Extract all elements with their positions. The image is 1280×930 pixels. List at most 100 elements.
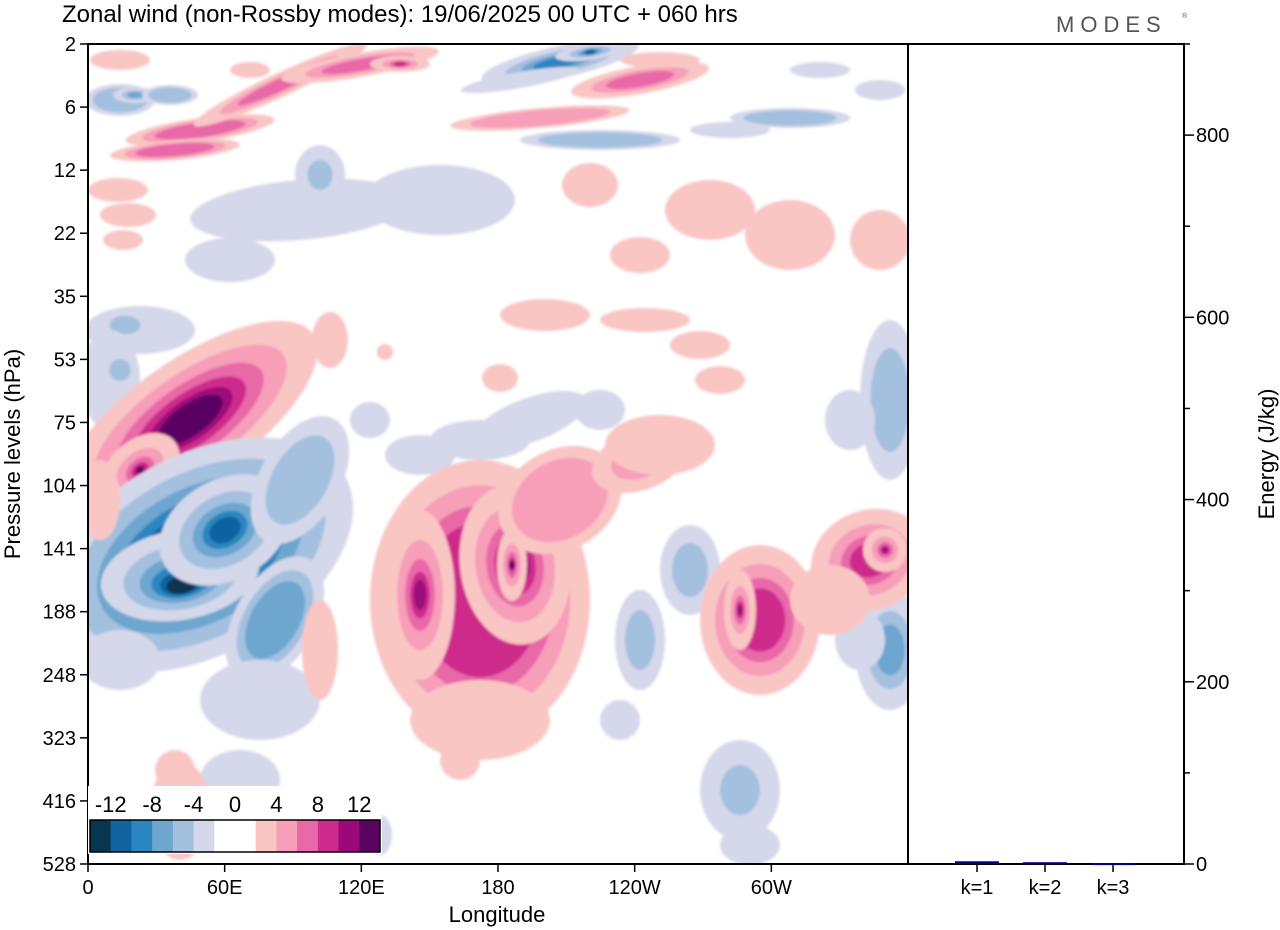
- chart-title: Zonal wind (non-Rossby modes): 19/06/202…: [62, 1, 738, 28]
- positive-wind-contour: [155, 750, 195, 790]
- colorbar-swatch: [172, 820, 194, 852]
- colorbar-label: -4: [184, 792, 204, 817]
- colorbar-swatch: [193, 820, 215, 852]
- negative-wind-contour: [460, 66, 580, 94]
- negative-wind-contour: [625, 610, 655, 670]
- energy-tick-label: 600: [1196, 307, 1229, 329]
- negative-wind-contour: [190, 178, 410, 242]
- positive-wind-contour: [620, 52, 700, 68]
- negative-wind-contour: [720, 825, 780, 864]
- energy-bar: [955, 861, 999, 864]
- positive-wind-contour: [88, 178, 148, 202]
- positive-wind-contour: [377, 344, 393, 360]
- colorbar-swatch: [276, 820, 298, 852]
- negative-wind-contour: [307, 160, 333, 190]
- negative-wind-contour: [600, 700, 640, 740]
- positive-wind-contour: [157, 394, 223, 446]
- positive-wind-contour: [230, 62, 270, 78]
- positive-wind-contour: [882, 547, 888, 553]
- positive-wind-contour: [509, 562, 515, 568]
- energy-panel: 0 200 400 600 800 k=1 k=2 k=3 Energy (J/kg): [907, 43, 1279, 899]
- colorbar-label: -12: [95, 792, 127, 817]
- negative-wind-contour: [870, 348, 908, 452]
- energy-category-label: k=1: [961, 877, 994, 899]
- positive-wind-contour: [100, 203, 156, 227]
- positive-wind-contour: [600, 308, 690, 332]
- positive-wind-contour: [470, 108, 610, 128]
- colorbar-swatch: [152, 820, 174, 852]
- positive-wind-contour: [670, 331, 730, 359]
- positive-wind-contour: [605, 415, 715, 475]
- negative-wind-contour: [127, 92, 143, 98]
- y-tick-label: 248: [43, 665, 76, 687]
- colorbar-label: 0: [229, 792, 241, 817]
- positive-wind-contour: [850, 210, 908, 270]
- x-axis-label: Longitude: [449, 902, 546, 927]
- colorbar-label: 12: [347, 792, 371, 817]
- energy-bars: k=1 k=2 k=3: [955, 861, 1135, 899]
- energy-category-label: k=3: [1097, 877, 1130, 899]
- energy-tick-label: 400: [1196, 490, 1229, 512]
- y-tick-label: 12: [54, 160, 76, 182]
- positive-wind-contour: [410, 680, 550, 760]
- y-tick-label: 2: [65, 34, 76, 56]
- negative-wind-contour: [690, 122, 770, 138]
- positive-wind-contour: [482, 364, 518, 392]
- y-tick-label: 104: [43, 476, 76, 498]
- colorbar-swatch: [297, 820, 319, 852]
- positive-wind-contour: [135, 143, 215, 157]
- x-tick-label: 60W: [751, 877, 792, 899]
- positive-wind-contour: [440, 740, 480, 780]
- negative-wind-contour: [200, 660, 320, 740]
- energy-axis: 0 200 400 600 800: [1184, 43, 1229, 876]
- colorbar-swatch: [131, 820, 153, 852]
- negative-wind-contour: [265, 435, 335, 525]
- colorbar-swatch: [359, 820, 381, 852]
- x-tick-label: 60E: [207, 877, 243, 899]
- y-axis-label: Pressure levels (hPa): [0, 349, 25, 559]
- negative-wind-contour: [209, 516, 241, 544]
- x-tick-label: 0: [82, 877, 93, 899]
- y-tick-label: 188: [43, 602, 76, 624]
- colorbar-swatch: [90, 820, 112, 852]
- negative-wind-contour: [790, 62, 850, 78]
- positive-wind-contour: [103, 230, 143, 250]
- y-tick-label: 22: [54, 223, 76, 245]
- x-tick-label: 120W: [609, 877, 661, 899]
- negative-wind-contour: [385, 435, 455, 475]
- colorbar: -12 -8 -4 0 4 8 12: [88, 786, 382, 854]
- contour-plot: 2 6 12 22 35 53 75 104 141 188 248 323 416 528 0 60E 12…: [0, 34, 909, 927]
- negative-wind-contour: [171, 580, 194, 594]
- negative-wind-contour: [825, 390, 875, 450]
- negative-wind-contour: [430, 420, 530, 460]
- contour-fields: [88, 44, 908, 864]
- y-tick-label: 141: [43, 539, 76, 561]
- positive-wind-contour: [88, 460, 120, 540]
- colorbar-frame: [89, 819, 381, 853]
- colorbar-label: 8: [312, 792, 324, 817]
- x-tick-label: 180: [481, 877, 514, 899]
- negative-wind-contour: [585, 48, 595, 56]
- negative-wind-contour: [743, 110, 837, 126]
- y-tick-label: 35: [54, 286, 76, 308]
- colorbar-swatch: [317, 820, 339, 852]
- y-tick-label: 323: [43, 728, 76, 750]
- negative-wind-contour: [672, 543, 708, 597]
- colorbar-swatch: [214, 820, 236, 852]
- positive-wind-contour: [137, 467, 143, 473]
- positive-wind-contour: [606, 70, 674, 90]
- positive-wind-contour: [154, 120, 246, 140]
- positive-wind-contour: [737, 604, 743, 616]
- negative-wind-contour: [575, 390, 625, 430]
- negative-wind-contour: [109, 359, 131, 381]
- positive-wind-contour: [790, 565, 870, 635]
- logo-registered-mark: ®: [1182, 12, 1188, 20]
- longitude-axis: 0 60E 120E 180 120W 60W: [82, 864, 792, 899]
- positive-wind-contour: [312, 312, 348, 368]
- colorbar-swatch: [235, 820, 257, 852]
- positive-wind-contour: [393, 61, 407, 67]
- negative-wind-contour: [720, 765, 760, 815]
- negative-wind-contour: [148, 87, 192, 103]
- positive-wind-contour: [500, 299, 590, 331]
